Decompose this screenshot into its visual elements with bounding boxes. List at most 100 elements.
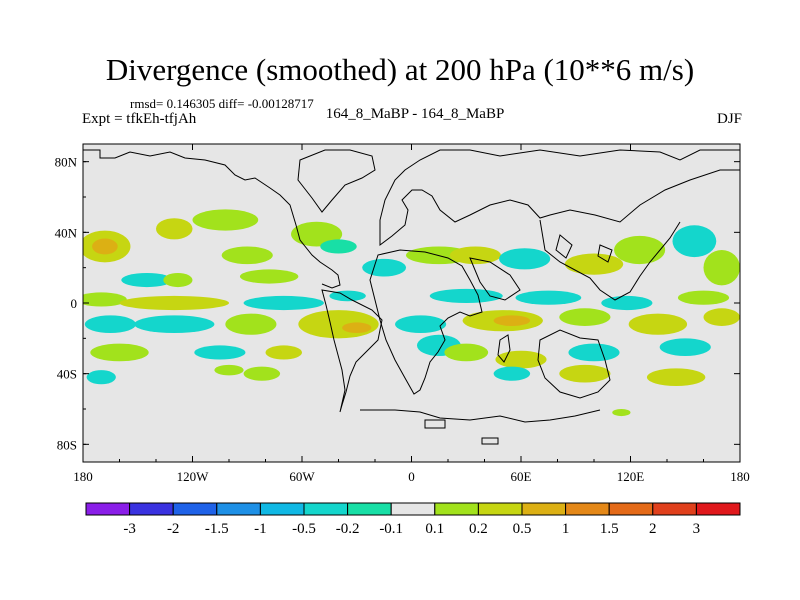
axis-layer: 180 120W 60W 0 60E 120E 180 80N 40N 0 40S 80S <box>55 144 750 484</box>
colorbar-swatch <box>390 502 436 516</box>
contour-blob <box>568 343 620 362</box>
colorbar-label: -0.1 <box>379 521 403 537</box>
contour-blob <box>221 246 273 265</box>
contour-blob <box>92 238 118 255</box>
colorbar-label: 2 <box>649 521 657 537</box>
colorbar-swatch <box>608 502 654 516</box>
coastline-north-america <box>83 149 341 289</box>
x-tick-label: 60E <box>511 469 532 484</box>
x-tick-label: 60W <box>289 469 315 484</box>
y-tick-label: 40S <box>57 367 77 382</box>
x-tick-label: 0 <box>408 469 415 484</box>
colorbar-label: -1.5 <box>205 521 229 537</box>
contour-blob <box>329 290 366 302</box>
coastline-islands <box>424 234 613 445</box>
contour-blob <box>659 338 711 356</box>
contour-blob <box>121 272 173 288</box>
contour-blob <box>564 253 624 275</box>
contour-blob <box>362 258 407 277</box>
contour-blob <box>163 272 193 288</box>
contour-blob <box>444 343 489 362</box>
colorbar-label: 1.5 <box>600 521 619 537</box>
coastline-south-america <box>321 289 383 413</box>
contour-blob <box>83 292 127 307</box>
contour-blob <box>86 370 116 385</box>
colorbar-swatch <box>303 502 349 516</box>
colorbar-swatch <box>172 502 218 516</box>
experiment-label: Expt = tfkEh-tfjAh <box>82 111 197 127</box>
contour-blob <box>493 315 531 326</box>
stats-line: rmsd= 0.146305 diff= -0.00128717 <box>130 96 314 111</box>
x-tick-label: 180 <box>73 469 93 484</box>
colorbar-label: 0.1 <box>425 521 444 537</box>
x-tick-label: 120E <box>617 469 645 484</box>
contour-blob <box>243 366 281 381</box>
contour-blob <box>429 288 503 303</box>
contour-blob <box>449 246 501 265</box>
contour-blob <box>214 364 244 376</box>
contour-blob <box>265 345 302 360</box>
contour-blob <box>243 295 324 311</box>
colorbar-label: 0.5 <box>513 521 532 537</box>
y-tick-label: 40N <box>55 225 78 240</box>
contour-blob <box>677 290 730 305</box>
x-tick-label: 180 <box>730 469 750 484</box>
contour-fill-layer <box>83 209 740 417</box>
contour-blob <box>194 345 246 360</box>
coastline-australia <box>537 329 611 399</box>
contour-blob <box>119 295 229 311</box>
case-label: 164_8_MaBP - 164_8_MaBP <box>325 106 505 122</box>
colorbar-label: -1 <box>254 521 267 537</box>
coastline-arabia <box>469 257 521 301</box>
coastline-greenland <box>297 149 376 213</box>
contour-blob <box>493 366 531 381</box>
colorbar-label: -0.5 <box>292 521 316 537</box>
coastline-layer <box>83 149 740 445</box>
y-tick-label: 80S <box>57 437 77 452</box>
contour-blob <box>192 209 259 231</box>
colorbar-swatch <box>477 502 523 516</box>
contour-blob <box>495 350 547 369</box>
contour-blob <box>646 368 706 387</box>
contour-blob <box>628 313 688 335</box>
contour-blob <box>225 313 277 335</box>
contour-blob <box>239 269 299 284</box>
contour-blob <box>614 235 666 265</box>
colorbar-swatch <box>565 502 610 516</box>
contour-blob <box>342 322 372 334</box>
contour-blob <box>134 315 215 334</box>
contour-blob <box>291 221 343 247</box>
contour-blob <box>395 315 447 334</box>
season-label: DJF <box>716 111 742 127</box>
coastline-antarctica-edge <box>360 409 601 423</box>
colorbar-label: 0.2 <box>469 521 488 537</box>
coastline-eurasia <box>379 149 740 246</box>
colorbar-swatch <box>652 502 697 516</box>
colorbar-swatch <box>129 502 174 516</box>
contour-blob <box>672 225 717 258</box>
y-tick-label: 80N <box>55 155 78 170</box>
contour-blob <box>84 315 136 334</box>
colorbar-label: -0.2 <box>336 521 360 537</box>
y-tick-label: 0 <box>71 296 78 311</box>
contour-blob <box>559 308 611 326</box>
colorbar-swatch <box>434 502 479 516</box>
contour-blob <box>559 364 611 383</box>
contour-blob <box>90 343 149 362</box>
contour-blob <box>499 248 551 270</box>
chart-title: Divergence (smoothed) at 200 hPa (10**6 … <box>105 52 695 87</box>
colorbar-label: 3 <box>693 521 701 537</box>
contour-blob <box>156 218 193 240</box>
contour-blob <box>320 239 357 254</box>
colorbar-label: 1 <box>562 521 570 537</box>
colorbar-swatch <box>521 502 567 516</box>
colorbar: -3 -2 -1.5 -1 -0.5 -0.2 -0.1 0.1 0.2 0.5 1 1.5 2 3 <box>85 502 741 537</box>
colorbar-swatch <box>695 502 741 516</box>
colorbar-swatch <box>347 502 392 516</box>
contour-blob <box>612 409 631 417</box>
coastline-africa <box>369 249 483 395</box>
contour-blob <box>703 249 740 286</box>
contour-blob <box>703 308 740 326</box>
colorbar-swatch <box>216 502 261 516</box>
colorbar-label: -3 <box>123 521 136 537</box>
